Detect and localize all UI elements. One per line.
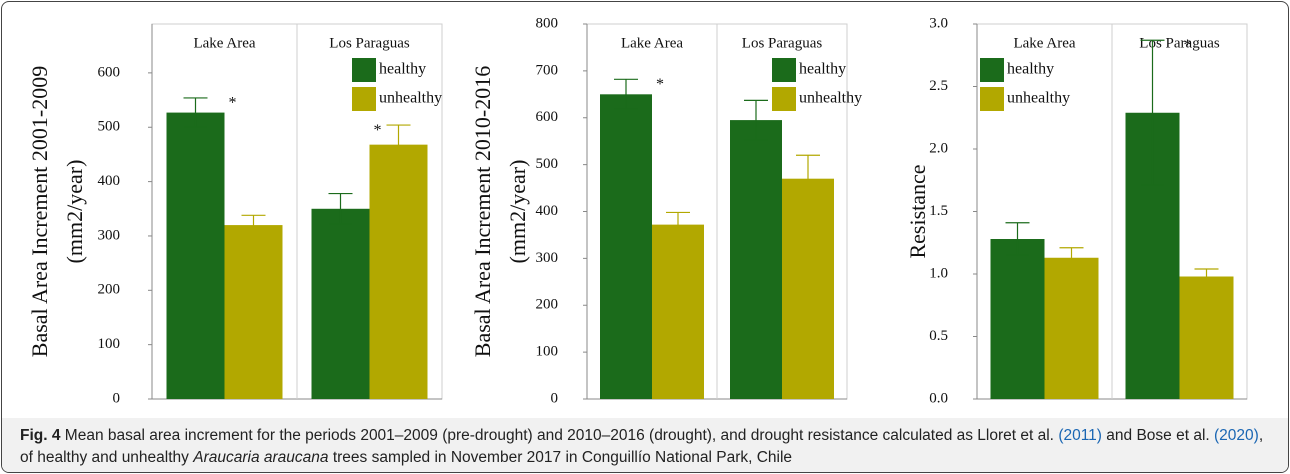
error-bar bbox=[796, 154, 820, 203]
y-tick-label: 600 bbox=[536, 109, 559, 125]
error-bar bbox=[328, 192, 353, 225]
bar bbox=[1044, 257, 1099, 399]
error-bar bbox=[1059, 247, 1084, 269]
y-tick-label: 700 bbox=[536, 62, 559, 78]
y-tick-label: 400 bbox=[536, 203, 559, 219]
error-bar bbox=[1140, 39, 1165, 186]
y-tick-label: 300 bbox=[536, 250, 559, 266]
y-tick-label: 0.5 bbox=[929, 328, 948, 344]
facet-label: Lake Area bbox=[1013, 35, 1075, 51]
y-tick-label: 800 bbox=[536, 15, 559, 31]
facet-label: Los Paraguas bbox=[742, 35, 823, 51]
citation-link[interactable]: (2011) bbox=[1058, 427, 1102, 444]
legend-swatch bbox=[772, 58, 796, 82]
error-bar bbox=[241, 214, 266, 236]
legend-label: unhealthy bbox=[1007, 90, 1070, 107]
y-axis-label: (mm2/year) bbox=[62, 160, 87, 264]
facet-label: Los Paraguas bbox=[1139, 35, 1220, 51]
charts: Basal Area Increment 2001-2009 (mm2/year)… bbox=[27, 15, 1248, 406]
y-tick-label: 1.0 bbox=[929, 265, 948, 281]
error-bar bbox=[1005, 222, 1030, 256]
y-tick-label: 200 bbox=[98, 282, 121, 298]
y-tick-label: 400 bbox=[98, 173, 121, 189]
y-tick-label: 0 bbox=[551, 390, 559, 406]
bar bbox=[730, 120, 782, 399]
legend-label: healthy bbox=[379, 61, 426, 78]
y-tick-label: 500 bbox=[536, 156, 559, 172]
caption-text: trees sampled in November 2017 in Congui… bbox=[332, 449, 793, 466]
y-axis-label: (mm2/year) bbox=[505, 160, 530, 264]
error-bar bbox=[386, 124, 411, 165]
error-bar bbox=[614, 78, 638, 110]
caption-text: and Bose et al. bbox=[1106, 427, 1210, 444]
bar bbox=[369, 144, 428, 399]
bar bbox=[990, 239, 1045, 399]
y-tick-label: 300 bbox=[98, 227, 121, 243]
bar bbox=[1179, 276, 1234, 399]
y-tick-label: 500 bbox=[98, 119, 121, 135]
y-tick-label: 600 bbox=[98, 64, 121, 80]
significance-marker: * bbox=[656, 76, 664, 93]
facet-label: Lake Area bbox=[621, 35, 683, 51]
y-tick-label: 100 bbox=[536, 344, 559, 360]
legend-label: healthy bbox=[799, 61, 846, 78]
error-bar bbox=[744, 99, 768, 141]
legend-label: healthy bbox=[1007, 61, 1054, 78]
bar bbox=[600, 94, 652, 399]
facet-label: Los Paraguas bbox=[329, 35, 410, 51]
bar bbox=[166, 112, 225, 399]
error-bar bbox=[1194, 268, 1219, 285]
error-bar bbox=[183, 97, 208, 128]
caption-label: Fig. 4 bbox=[20, 427, 61, 444]
species-name: Araucaria araucana bbox=[193, 449, 329, 466]
y-axis-label: Basal Area Increment 2001-2009 bbox=[27, 66, 52, 357]
legend-label: unhealthy bbox=[379, 90, 442, 107]
caption-text: , of healthy and unhealthy bbox=[20, 427, 1264, 466]
y-tick-label: 100 bbox=[98, 336, 121, 352]
y-axis-label: Resistance bbox=[905, 164, 930, 258]
citation-link[interactable]: (2020) bbox=[1214, 427, 1259, 444]
y-tick-label: 200 bbox=[536, 297, 559, 313]
y-tick-label: 3.0 bbox=[929, 15, 948, 31]
y-tick-label: 2.0 bbox=[929, 140, 948, 156]
caption-text: Mean basal area increment for the period… bbox=[64, 427, 1054, 444]
bar bbox=[782, 178, 834, 399]
significance-marker: * bbox=[1184, 37, 1192, 54]
legend-swatch bbox=[772, 87, 796, 111]
legend-swatch bbox=[980, 58, 1004, 82]
error-bar bbox=[666, 211, 690, 238]
facet-label: Lake Area bbox=[193, 35, 255, 51]
y-tick-label: 2.5 bbox=[929, 78, 948, 94]
bar bbox=[652, 224, 704, 399]
y-tick-label: 0 bbox=[113, 390, 121, 406]
legend-swatch bbox=[980, 87, 1004, 111]
significance-marker: * bbox=[374, 122, 382, 139]
caption: Fig. 4 Mean basal area increment for the… bbox=[2, 418, 1288, 472]
significance-marker: * bbox=[229, 95, 237, 112]
y-axis-label: Basal Area Increment 2010-2016 bbox=[470, 66, 495, 357]
legend-swatch bbox=[352, 87, 376, 111]
legend-label: unhealthy bbox=[799, 90, 862, 107]
bar bbox=[311, 208, 370, 399]
y-tick-label: 0.0 bbox=[929, 390, 948, 406]
legend-swatch bbox=[352, 58, 376, 82]
y-tick-label: 1.5 bbox=[929, 203, 948, 219]
bar bbox=[224, 225, 283, 399]
